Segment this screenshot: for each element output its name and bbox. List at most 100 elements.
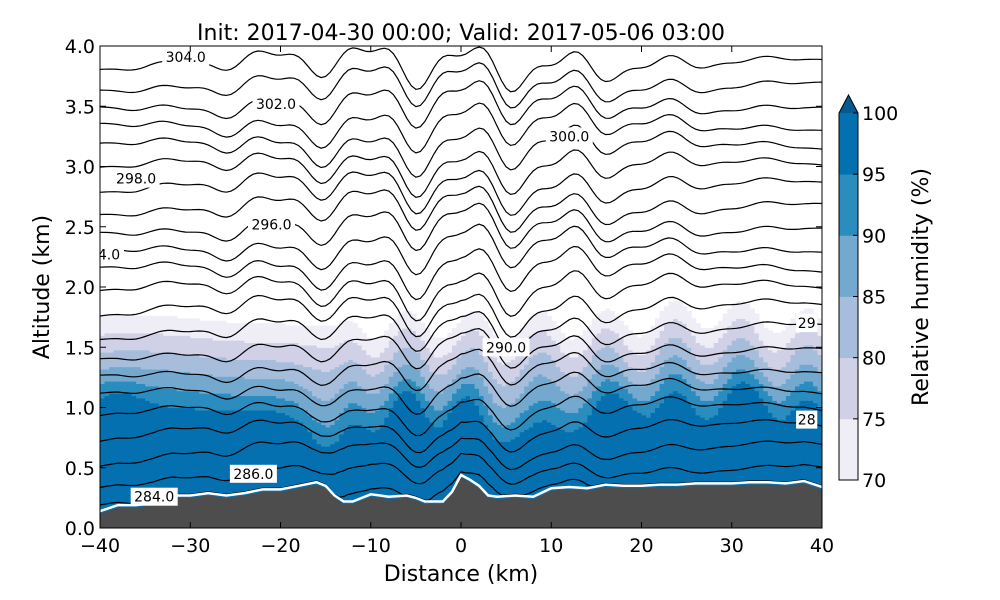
humidity-cell — [388, 489, 394, 493]
humidity-cell — [208, 489, 214, 493]
humidity-cell — [776, 470, 782, 474]
humidity-cell — [542, 462, 548, 466]
humidity-cell — [560, 470, 566, 474]
humidity-cell — [718, 479, 724, 483]
humidity-cell — [424, 479, 431, 483]
humidity-cell — [537, 472, 543, 476]
humidity-cell — [803, 458, 810, 462]
humidity-cell — [433, 496, 440, 500]
humidity-cell — [479, 479, 485, 483]
humidity-cell — [528, 465, 534, 469]
humidity-cell — [803, 453, 810, 457]
humidity-cell — [379, 460, 385, 464]
humidity-cell — [451, 477, 458, 481]
humidity-cell — [641, 477, 647, 481]
humidity-cell — [618, 482, 625, 486]
humidity-cell — [745, 455, 751, 459]
humidity-cell — [343, 482, 349, 486]
humidity-cell — [763, 458, 769, 462]
humidity-cell — [470, 482, 476, 486]
humidity-cell — [352, 494, 358, 498]
humidity-cell — [275, 467, 282, 471]
humidity-cell — [163, 450, 169, 454]
humidity-cell — [424, 482, 431, 486]
humidity-cell — [790, 470, 796, 474]
humidity-cell — [718, 472, 724, 476]
humidity-cell — [582, 477, 588, 481]
humidity-cell — [519, 496, 525, 500]
humidity-cell — [109, 499, 115, 503]
humidity-cell — [695, 460, 701, 464]
humidity-cell — [145, 472, 151, 476]
humidity-cell — [109, 503, 115, 507]
humidity-cell — [275, 458, 282, 462]
humidity-cell — [799, 458, 805, 462]
humidity-cell — [212, 460, 218, 464]
humidity-cell — [537, 494, 543, 498]
humidity-cell — [718, 477, 724, 481]
humidity-cell — [578, 484, 584, 488]
humidity-cell — [366, 453, 372, 457]
humidity-cell — [339, 462, 345, 466]
humidity-cell — [433, 491, 440, 495]
humidity-cell — [497, 462, 503, 466]
humidity-cell — [167, 482, 173, 486]
humidity-cell — [695, 455, 701, 459]
humidity-cell — [339, 465, 345, 469]
humidity-cell — [334, 477, 340, 481]
humidity-cell — [456, 467, 462, 471]
humidity-cell — [650, 474, 656, 478]
humidity-cell — [321, 479, 327, 483]
humidity-cell — [785, 470, 792, 474]
humidity-cell — [145, 462, 151, 466]
humidity-cell — [636, 472, 643, 476]
humidity-cell — [226, 474, 232, 478]
humidity-cell — [560, 465, 566, 469]
humidity-cell — [474, 462, 480, 466]
humidity-cell — [492, 458, 498, 462]
humidity-cell — [803, 470, 810, 474]
humidity-cell — [799, 460, 805, 464]
humidity-cell — [122, 472, 128, 476]
humidity-cell — [515, 489, 521, 493]
humidity-cell — [605, 455, 611, 459]
humidity-cell — [727, 460, 733, 464]
humidity-cell — [582, 467, 588, 471]
humidity-cell — [451, 472, 458, 476]
humidity-cell — [420, 470, 426, 474]
humidity-cell — [109, 489, 115, 493]
humidity-cell — [298, 477, 304, 481]
humidity-cell — [113, 489, 119, 493]
humidity-cell — [343, 477, 349, 481]
humidity-cell — [451, 453, 458, 457]
humidity-cell — [600, 462, 606, 466]
humidity-cell — [582, 474, 588, 478]
humidity-cell — [393, 470, 399, 474]
humidity-cell — [424, 496, 431, 500]
humidity-cell — [420, 474, 426, 478]
humidity-cell — [763, 460, 769, 464]
humidity-cell — [447, 474, 453, 478]
humidity-cell — [438, 494, 444, 498]
humidity-cell — [136, 462, 142, 466]
humidity-cell — [325, 479, 331, 483]
humidity-cell — [145, 474, 151, 478]
humidity-cell — [303, 474, 309, 478]
humidity-cell — [118, 484, 124, 488]
humidity-cell — [185, 453, 191, 457]
humidity-cell — [420, 482, 426, 486]
humidity-cell — [808, 465, 814, 469]
humidity-cell — [384, 472, 390, 476]
humidity-cell — [163, 479, 169, 483]
humidity-cell — [488, 462, 494, 466]
humidity-cell — [316, 465, 322, 469]
humidity-cell — [330, 494, 336, 498]
humidity-cell — [343, 465, 349, 469]
humidity-cell — [312, 455, 318, 459]
humidity-cell — [560, 460, 566, 464]
humidity-cell — [591, 460, 597, 464]
humidity-cell — [208, 465, 214, 469]
humidity-cell — [154, 458, 160, 462]
humidity-cell — [627, 467, 634, 471]
